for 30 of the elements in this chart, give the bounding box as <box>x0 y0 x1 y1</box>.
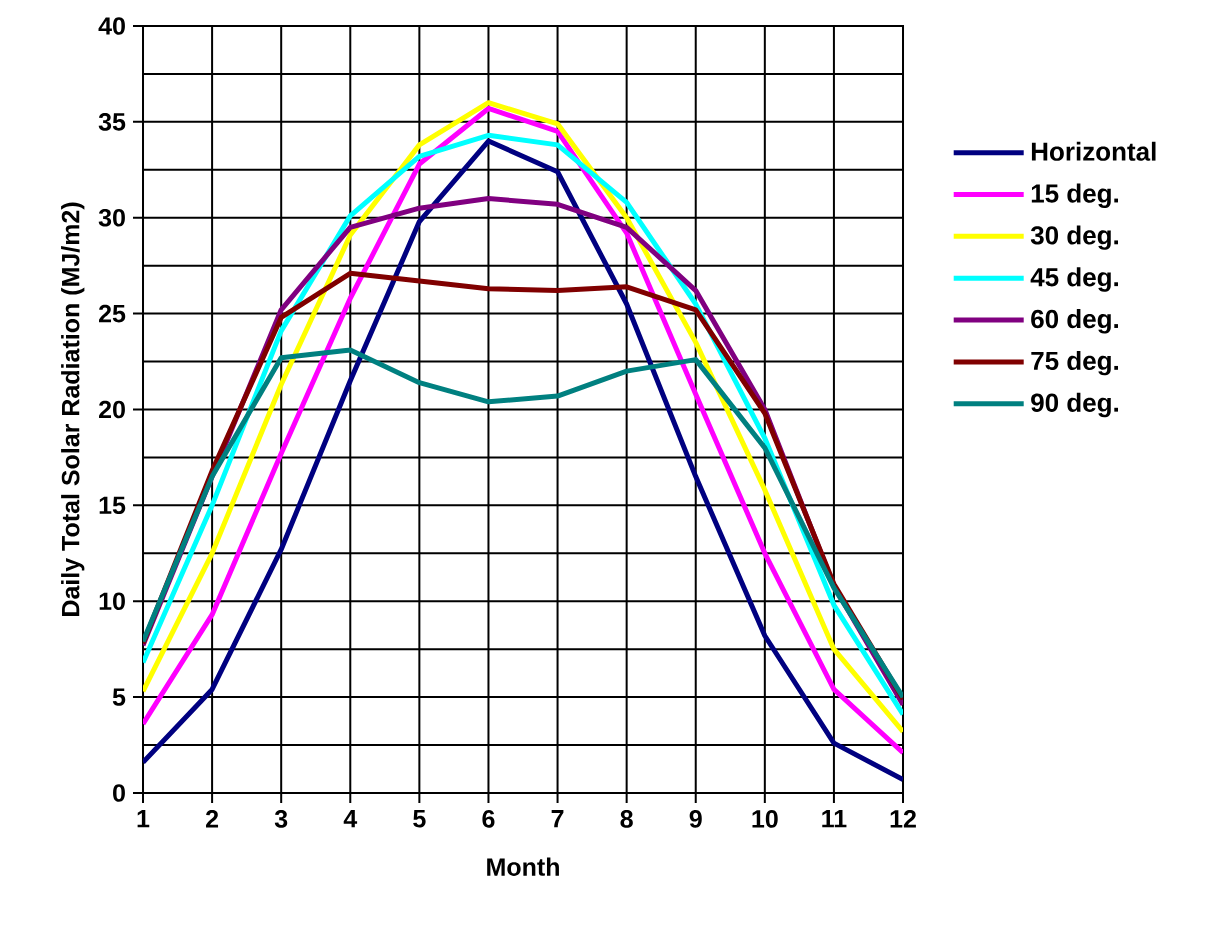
x-tick-label: 6 <box>482 810 495 828</box>
y-axis-title: Daily Total Solar Radiation (MJ/m2) <box>61 202 85 616</box>
x-tick-label: 9 <box>689 810 702 828</box>
legend-label: 90 deg. <box>1031 392 1118 418</box>
x-tick-label: 3 <box>274 810 288 828</box>
x-tick-label: 12 <box>890 810 916 828</box>
x-tick-label: 11 <box>822 810 847 828</box>
y-tick-label: 5 <box>112 688 126 706</box>
y-tick-label: 10 <box>99 592 125 611</box>
x-tick-label: 5 <box>413 810 426 828</box>
y-tick-label: 35 <box>98 113 126 131</box>
legend-label: 30 deg. <box>1030 225 1118 250</box>
legend-label: Horizontal <box>1031 141 1156 161</box>
legend-label: 45 deg. <box>1030 267 1118 292</box>
y-tick-label: 15 <box>99 496 126 515</box>
x-tick-label: 4 <box>343 810 358 828</box>
x-tick-label: 1 <box>137 810 150 828</box>
y-tick-label: 20 <box>99 400 125 419</box>
y-tick-label: 25 <box>99 304 126 323</box>
y-tick-label: 30 <box>98 208 125 227</box>
x-tick-label: 2 <box>206 810 219 828</box>
y-tick-label: 40 <box>98 17 125 35</box>
x-tick-label: 7 <box>551 810 564 828</box>
y-tick-label: 0 <box>113 784 125 802</box>
x-tick-label: 8 <box>620 810 633 828</box>
legend-label: 75 deg. <box>1031 350 1118 376</box>
legend-label: 60 deg. <box>1031 309 1118 334</box>
x-axis-title: Month <box>487 857 559 876</box>
x-tick-label: 10 <box>752 810 778 828</box>
legend-label: 15 deg. <box>1031 183 1118 208</box>
